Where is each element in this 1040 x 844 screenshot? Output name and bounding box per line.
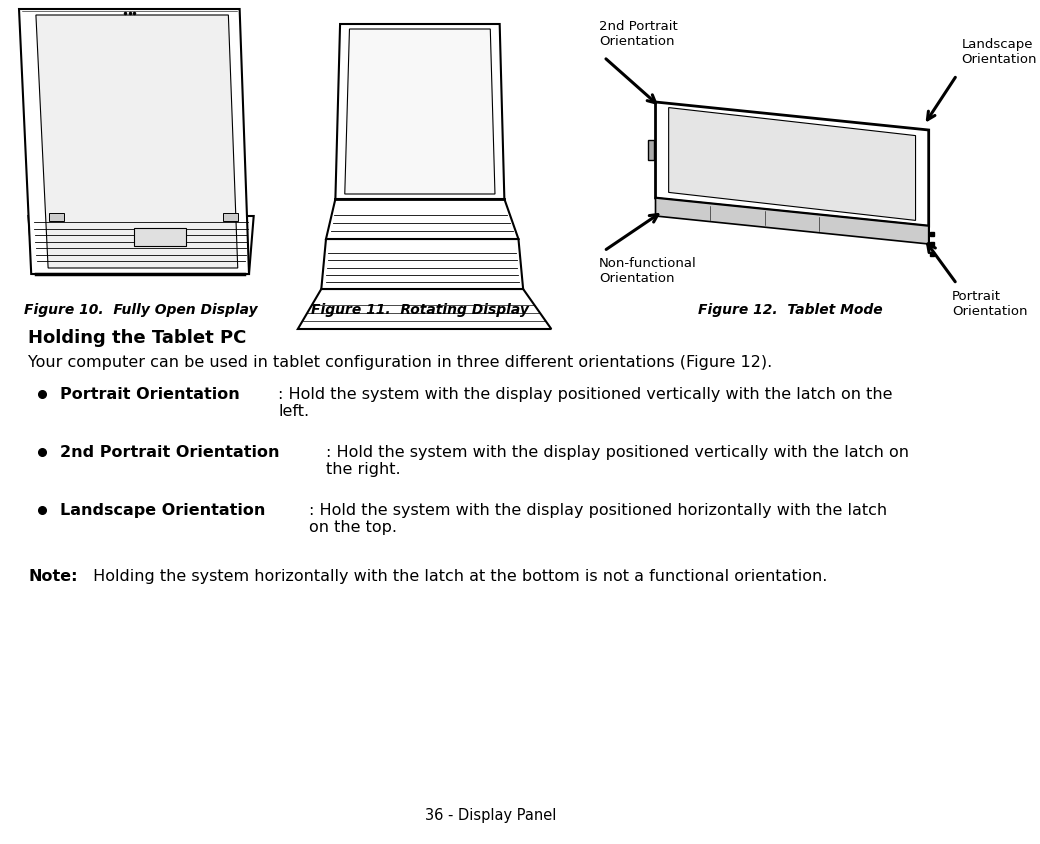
Text: Figure 11.  Rotating Display: Figure 11. Rotating Display <box>311 303 528 316</box>
Text: Landscape
Orientation: Landscape Orientation <box>962 38 1037 66</box>
Polygon shape <box>335 25 504 200</box>
Text: Note:: Note: <box>28 568 78 583</box>
Bar <box>49 214 64 222</box>
Polygon shape <box>648 141 653 161</box>
Polygon shape <box>655 103 929 227</box>
Text: Your computer can be used in tablet configuration in three different orientation: Your computer can be used in tablet conf… <box>28 354 773 370</box>
Text: : Hold the system with the display positioned horizontally with the latch
on the: : Hold the system with the display posit… <box>309 502 887 535</box>
Text: 2nd Portrait Orientation: 2nd Portrait Orientation <box>60 445 280 459</box>
Text: Non-functional
Orientation: Non-functional Orientation <box>599 257 697 284</box>
Text: Portrait Orientation: Portrait Orientation <box>60 387 240 402</box>
Bar <box>133 229 186 246</box>
Text: Holding the system horizontally with the latch at the bottom is not a functional: Holding the system horizontally with the… <box>88 568 828 583</box>
Text: Figure 12.  Tablet Mode: Figure 12. Tablet Mode <box>699 303 883 316</box>
Bar <box>223 214 238 222</box>
Polygon shape <box>28 217 254 274</box>
Text: Figure 10.  Fully Open Display: Figure 10. Fully Open Display <box>24 303 258 316</box>
Text: Holding the Tablet PC: Holding the Tablet PC <box>28 328 246 347</box>
Polygon shape <box>669 109 915 221</box>
Text: 36 - Display Panel: 36 - Display Panel <box>424 807 556 822</box>
Polygon shape <box>345 30 495 195</box>
Text: Landscape Orientation: Landscape Orientation <box>60 502 265 517</box>
Polygon shape <box>36 16 238 268</box>
Polygon shape <box>297 289 551 330</box>
Polygon shape <box>655 199 929 245</box>
Polygon shape <box>19 10 249 274</box>
Text: : Hold the system with the display positioned vertically with the latch on the
l: : Hold the system with the display posit… <box>278 387 892 419</box>
Text: : Hold the system with the display positioned vertically with the latch on
the r: : Hold the system with the display posit… <box>327 445 909 477</box>
Polygon shape <box>321 240 523 289</box>
Polygon shape <box>326 200 519 240</box>
Text: Portrait
Orientation: Portrait Orientation <box>953 289 1028 317</box>
Text: 2nd Portrait
Orientation: 2nd Portrait Orientation <box>599 20 678 48</box>
